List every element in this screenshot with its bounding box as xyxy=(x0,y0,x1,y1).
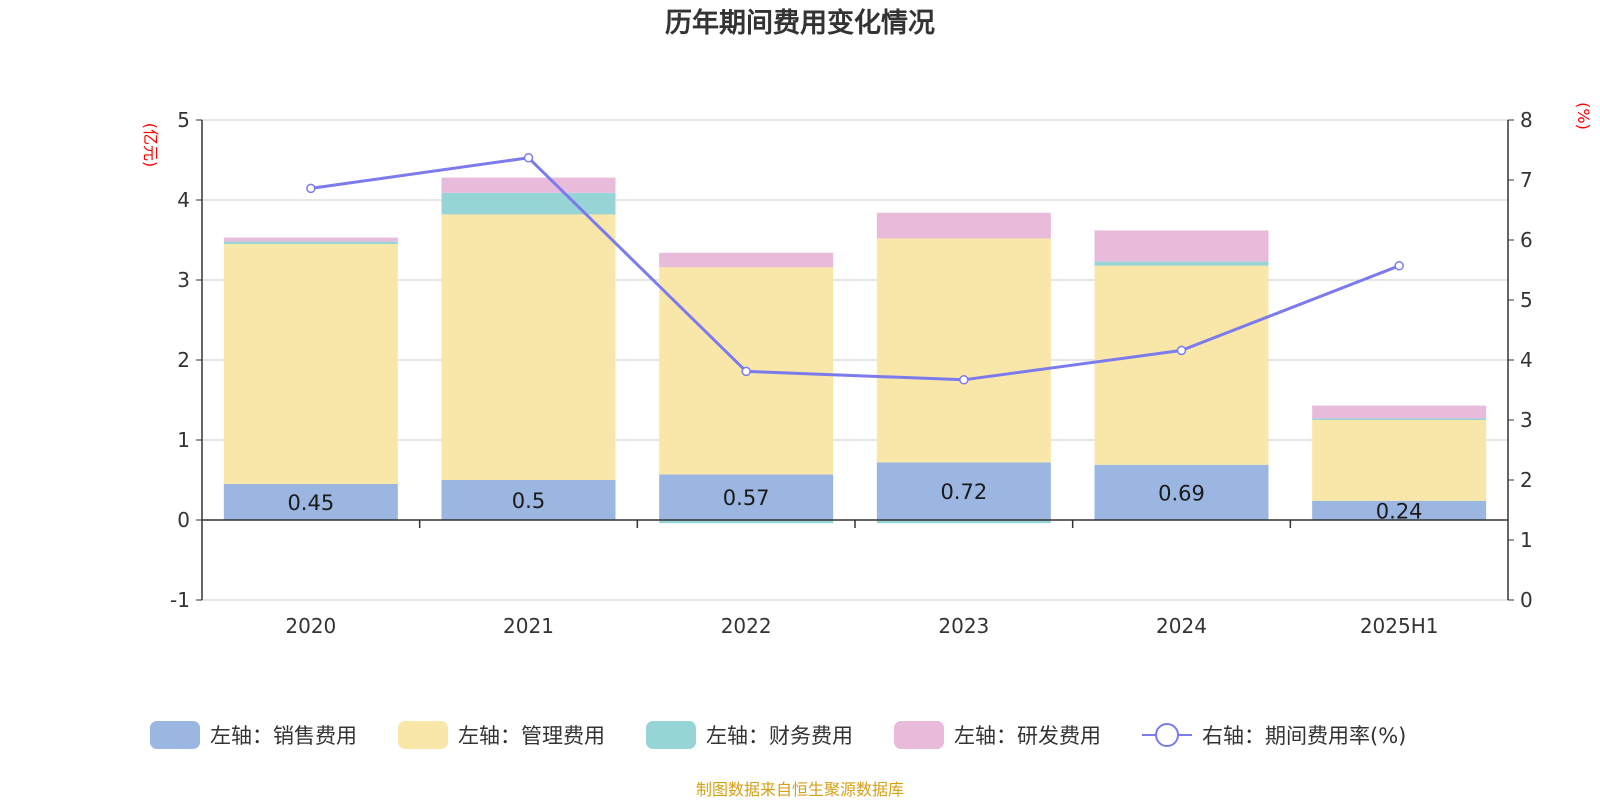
right-tick-label: 2 xyxy=(1520,468,1533,492)
bar xyxy=(223,241,398,244)
right-tick-label: 7 xyxy=(1520,168,1533,192)
legend-label: 右轴：期间费用率(%) xyxy=(1202,724,1406,748)
rate-point xyxy=(523,153,534,163)
bar xyxy=(1094,230,1269,262)
chart-title: 历年期间费用变化情况 xyxy=(665,7,935,39)
line-series-group xyxy=(306,153,1404,385)
x-tick-label: 2025H1 xyxy=(1360,614,1439,638)
bar xyxy=(876,212,1051,239)
legend-item: 右轴：期间费用率(%) xyxy=(1142,723,1406,748)
left-tick-label: -1 xyxy=(170,588,190,612)
bar xyxy=(441,480,616,520)
legend: 左轴：销售费用 左轴：管理费用 左轴：财务费用 左轴：研发费用 右轴：期间费用率(%) xyxy=(150,721,1406,749)
data-labels: 0.45 0.5 0.57 0.72 0.69 0.24 xyxy=(287,480,1422,523)
legend-item: 左轴：销售费用 xyxy=(150,721,357,749)
left-tick-label: 1 xyxy=(177,428,190,452)
left-tick-label: 5 xyxy=(177,108,190,132)
legend-swatch xyxy=(646,721,696,749)
x-tick-label: 2022 xyxy=(721,614,772,638)
data-label: 0.72 xyxy=(940,480,987,504)
bar xyxy=(876,462,1051,520)
bar xyxy=(1312,405,1487,419)
legend-label: 左轴：管理费用 xyxy=(458,724,605,748)
bar xyxy=(876,238,1051,463)
bar xyxy=(1094,464,1269,520)
rate-point xyxy=(1176,345,1187,356)
bar xyxy=(659,474,834,520)
bar xyxy=(223,484,398,520)
data-label: 0.69 xyxy=(1158,481,1205,505)
x-tick-label: 2021 xyxy=(503,614,554,638)
bar xyxy=(876,520,1051,524)
left-tick-label: 4 xyxy=(177,188,190,212)
rate-point xyxy=(959,375,969,385)
legend-swatch xyxy=(150,721,200,749)
rate-point xyxy=(741,366,751,377)
left-tick-label: 2 xyxy=(177,348,190,372)
bar-series-group xyxy=(223,177,1487,524)
rate-point xyxy=(306,183,316,194)
legend-label: 左轴：财务费用 xyxy=(706,724,853,748)
right-tick-label: 6 xyxy=(1520,228,1533,252)
rate-point xyxy=(1394,261,1404,271)
legend-marker-icon xyxy=(1155,723,1179,747)
right-tick-label: 0 xyxy=(1520,588,1533,612)
bar xyxy=(441,192,616,215)
legend-label: 左轴：销售费用 xyxy=(210,724,357,748)
data-label: 0.5 xyxy=(512,489,545,513)
legend-swatch xyxy=(894,721,944,749)
source-note: 制图数据来自恒生聚源数据库 xyxy=(696,780,904,799)
legend-item: 左轴：研发费用 xyxy=(894,721,1101,749)
right-tick-label: 5 xyxy=(1520,288,1533,312)
legend-label: 左轴：研发费用 xyxy=(954,724,1101,748)
bar xyxy=(441,177,616,193)
legend-item: 左轴：管理费用 xyxy=(398,721,605,749)
right-tick-label: 8 xyxy=(1520,108,1533,132)
bar xyxy=(1312,500,1487,520)
bar xyxy=(223,244,398,484)
x-tick-label: 2024 xyxy=(1156,614,1207,638)
left-tick-label: 3 xyxy=(177,268,190,292)
right-tick-label: 4 xyxy=(1520,348,1533,372)
bar xyxy=(1094,261,1269,266)
axes: -1 0 1 2 3 4 5 0 1 2 3 4 5 6 7 8 2020 2021 2022 2023 2024 202… xyxy=(170,108,1533,638)
bar xyxy=(659,252,834,268)
bar xyxy=(1312,420,1487,501)
bar xyxy=(441,214,616,480)
bar xyxy=(1312,418,1487,420)
bar xyxy=(659,520,834,524)
bar xyxy=(223,237,398,242)
legend-item: 左轴：财务费用 xyxy=(646,721,853,749)
data-label: 0.57 xyxy=(723,486,770,510)
x-tick-label: 2023 xyxy=(938,614,989,638)
bar xyxy=(1094,265,1269,465)
right-tick-label: 3 xyxy=(1520,408,1533,432)
rate-line xyxy=(310,156,1400,382)
x-tick-label: 2020 xyxy=(285,614,336,638)
data-label: 0.45 xyxy=(287,491,334,515)
data-label: 0.24 xyxy=(1376,499,1423,523)
left-tick-label: 0 xyxy=(177,508,190,532)
right-axis-unit: (%) xyxy=(1574,102,1593,130)
right-tick-label: 1 xyxy=(1520,528,1533,552)
legend-swatch xyxy=(398,721,448,749)
left-axis-unit: (亿元) xyxy=(141,123,160,168)
